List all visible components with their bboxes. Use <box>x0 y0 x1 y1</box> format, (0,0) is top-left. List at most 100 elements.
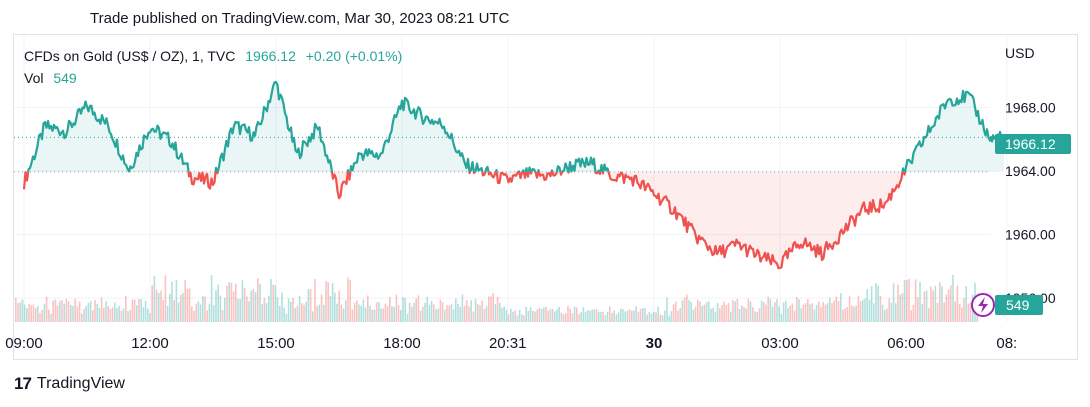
price-line-down <box>472 171 476 175</box>
volume-bar <box>19 302 21 322</box>
volume-bar <box>290 301 292 322</box>
volume-bar <box>56 305 59 322</box>
volume-bar <box>263 298 266 322</box>
volume-bar <box>461 294 464 322</box>
volume-bar <box>633 310 635 322</box>
volume-bar <box>177 302 180 322</box>
volume-bar <box>881 304 884 322</box>
volume-bar <box>925 290 928 322</box>
volume-bar <box>958 303 961 322</box>
price-line-up <box>214 166 219 173</box>
volume-bar <box>21 299 24 322</box>
volume-bar <box>166 305 169 322</box>
volume-bar <box>488 296 490 322</box>
volume-bar <box>837 301 840 322</box>
volume-bar <box>235 283 237 322</box>
volume-bar <box>362 299 365 322</box>
volume-bar <box>375 302 378 322</box>
volume-bar <box>831 303 833 322</box>
volume-bar <box>785 300 787 322</box>
volume-bar <box>400 309 402 322</box>
volume-bar <box>501 307 503 322</box>
volume-bar <box>221 309 224 322</box>
volume-bar <box>813 309 816 322</box>
footer-brand[interactable]: 17 TradingView <box>14 374 125 394</box>
volume-bar <box>897 284 899 322</box>
volume-bar <box>492 293 494 322</box>
volume-bar <box>41 309 43 322</box>
price-line-down <box>522 171 527 179</box>
volume-bar <box>433 304 435 322</box>
y-tick-label: 1964.00 <box>1005 163 1056 179</box>
volume-bar <box>947 289 950 322</box>
volume-bar <box>78 301 81 322</box>
volume-bar <box>314 279 316 322</box>
volume-bar <box>809 304 811 322</box>
volume-bar <box>285 313 288 322</box>
volume-bar <box>496 296 499 322</box>
volume-bar <box>303 304 305 322</box>
price-line-up <box>27 100 190 173</box>
volume-bar <box>116 307 118 322</box>
volume-bar <box>107 306 109 322</box>
volume-bar <box>551 309 554 322</box>
volume-bar <box>252 288 255 322</box>
volume-bar <box>298 295 301 322</box>
volume-bar <box>61 300 63 322</box>
volume-bar <box>250 290 252 322</box>
volume-bar <box>199 304 202 322</box>
y-axis-unit: USD <box>1005 45 1035 61</box>
price-line-down <box>187 171 217 190</box>
volume-bar <box>745 308 747 322</box>
volume-bar <box>677 310 679 322</box>
volume-bar <box>723 301 725 322</box>
volume-bar <box>45 296 48 322</box>
volume-bar <box>622 309 624 322</box>
legend-vol-label[interactable]: Vol <box>24 70 44 86</box>
legend-symbol[interactable]: CFDs on Gold (US$ / OZ), 1, TVC <box>24 48 236 64</box>
volume-bar <box>754 311 756 322</box>
volume-bar <box>752 307 754 322</box>
volume-bar <box>169 293 171 322</box>
volume-bar <box>494 303 497 322</box>
volume-bar <box>589 310 591 322</box>
volume-bar <box>708 301 710 322</box>
volume-bar <box>644 308 646 322</box>
volume-bar <box>734 301 736 322</box>
volume-bar <box>180 294 182 322</box>
volume-bar <box>892 283 895 322</box>
volume-bar <box>380 308 382 322</box>
price-line-down <box>551 171 558 177</box>
volume-bar <box>771 306 774 322</box>
volume-bar <box>272 284 274 322</box>
volume-bar <box>668 315 670 322</box>
volume-bar <box>140 299 142 322</box>
chart-frame <box>13 34 1078 360</box>
x-axis: 09:00 12:00 15:00 18:00 20:31 30 03:00 06:00 08: <box>5 335 1017 352</box>
volume-bar <box>793 310 796 322</box>
volume-bar <box>620 308 622 322</box>
volume-bar <box>378 301 380 322</box>
volume-bar <box>628 309 631 322</box>
volume-bar <box>626 310 629 322</box>
volume-bar <box>219 295 222 322</box>
volume-bar <box>72 305 74 322</box>
volume-bar <box>230 282 233 322</box>
volume-bar <box>197 301 200 322</box>
volume-bar <box>692 309 695 322</box>
volume-bar <box>587 310 589 322</box>
volume-bar <box>675 301 677 322</box>
volume-bar <box>149 313 151 322</box>
price-line-up <box>561 162 570 173</box>
volume-bar <box>301 303 303 322</box>
volume-bar <box>716 302 719 322</box>
volume-bar <box>562 314 565 322</box>
volume-bar <box>928 308 930 322</box>
volume-bar <box>111 307 114 322</box>
volume-bar <box>243 287 246 322</box>
volume-bar <box>276 297 279 322</box>
volume-bar <box>287 298 290 322</box>
volume-bar <box>844 308 846 322</box>
volume-bar <box>312 311 314 322</box>
